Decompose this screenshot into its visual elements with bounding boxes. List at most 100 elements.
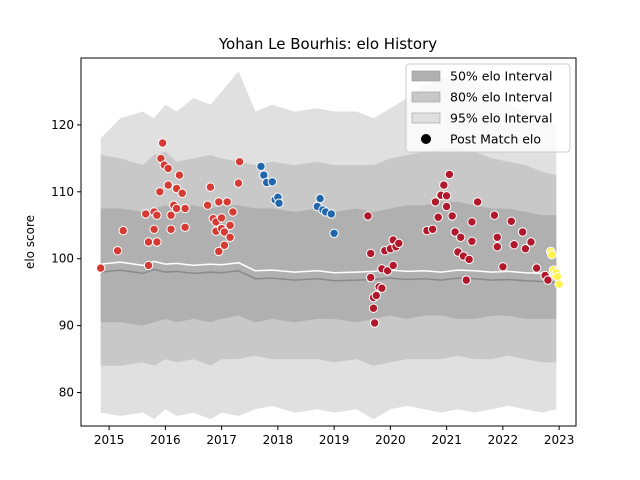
data-point-series0-10 bbox=[155, 187, 165, 197]
data-point-series2-37 bbox=[492, 232, 502, 243]
data-point-series2-44 bbox=[526, 237, 536, 247]
x-tick-label-2016: 2016 bbox=[150, 433, 181, 447]
data-point-series0-14 bbox=[163, 163, 173, 174]
data-point-series0-41 bbox=[234, 157, 245, 167]
legend-label-2: 95% elo Interval bbox=[450, 111, 552, 126]
x-tick-label-2019: 2019 bbox=[319, 433, 350, 447]
data-point-series1-3 bbox=[267, 177, 277, 187]
data-point-series1-6 bbox=[274, 198, 284, 208]
legend-label-0: 50% elo Interval bbox=[450, 69, 552, 84]
y-tick-label-100: 100 bbox=[51, 252, 74, 266]
chart-title: Yohan Le Bourhis: elo History bbox=[218, 35, 437, 53]
legend-label-1: 80% elo Interval bbox=[450, 90, 552, 105]
data-point-series2-36 bbox=[489, 210, 500, 220]
data-point-series0-38 bbox=[225, 232, 235, 243]
data-point-series2-43 bbox=[520, 244, 531, 254]
y-tick-label-80: 80 bbox=[59, 386, 74, 400]
data-point-series0-21 bbox=[174, 170, 185, 180]
data-point-series2-40 bbox=[506, 216, 516, 227]
data-point-series2-2 bbox=[366, 272, 376, 283]
data-point-series2-34 bbox=[467, 217, 477, 227]
y-tick-label-90: 90 bbox=[59, 319, 74, 333]
data-point-series0-0 bbox=[96, 263, 106, 273]
legend-swatch-0 bbox=[411, 70, 441, 82]
data-point-series0-2 bbox=[118, 225, 128, 236]
data-point-series2-22 bbox=[439, 180, 449, 190]
data-point-series0-23 bbox=[180, 203, 190, 214]
data-point-series1-0 bbox=[256, 161, 266, 172]
data-point-series2-42 bbox=[517, 227, 528, 237]
x-tick-label-2017: 2017 bbox=[206, 433, 237, 447]
data-point-series0-31 bbox=[214, 246, 224, 257]
data-point-series0-24 bbox=[180, 222, 190, 233]
y-tick-label-110: 110 bbox=[51, 185, 74, 199]
data-point-series2-20 bbox=[433, 212, 443, 222]
data-point-series1-8 bbox=[315, 193, 325, 204]
data-point-series2-4 bbox=[368, 303, 379, 313]
y-axis-label: elo score bbox=[23, 215, 37, 269]
data-point-series0-30 bbox=[214, 197, 224, 207]
data-point-series2-8 bbox=[377, 283, 387, 293]
data-point-series0-15 bbox=[163, 180, 173, 190]
median-line-lower bbox=[100, 268, 557, 284]
data-point-series0-25 bbox=[202, 200, 213, 210]
data-point-series0-9 bbox=[152, 210, 162, 220]
data-point-series2-33 bbox=[467, 236, 477, 247]
data-point-series2-35 bbox=[472, 197, 483, 207]
data-point-series2-31 bbox=[461, 275, 471, 285]
x-tick-label-2020: 2020 bbox=[375, 433, 406, 447]
x-tick-label-2021: 2021 bbox=[431, 433, 462, 447]
data-point-series2-0 bbox=[363, 211, 373, 221]
data-point-series0-3 bbox=[141, 209, 151, 219]
data-point-series0-35 bbox=[219, 227, 230, 237]
data-point-series2-13 bbox=[388, 260, 398, 271]
data-point-series2-18 bbox=[427, 224, 438, 235]
data-point-series2-5 bbox=[369, 318, 380, 328]
data-point-series0-6 bbox=[149, 224, 159, 235]
legend-swatch-2 bbox=[411, 112, 441, 124]
data-point-series0-5 bbox=[143, 260, 154, 271]
data-point-series3-1 bbox=[547, 250, 557, 260]
x-tick-label-2023: 2023 bbox=[544, 433, 575, 447]
data-point-series1-12 bbox=[329, 228, 339, 239]
data-point-series0-39 bbox=[228, 207, 238, 217]
data-point-series2-45 bbox=[531, 263, 542, 273]
x-tick-label-2018: 2018 bbox=[263, 433, 294, 447]
data-point-series0-12 bbox=[157, 138, 168, 148]
data-point-series2-23 bbox=[441, 201, 452, 212]
data-point-series2-16 bbox=[394, 238, 404, 249]
legend-marker-3 bbox=[421, 134, 431, 144]
data-point-series3-6 bbox=[554, 279, 564, 289]
legend-box bbox=[405, 63, 571, 153]
x-tick-label-2015: 2015 bbox=[94, 433, 125, 447]
data-point-series0-1 bbox=[112, 246, 123, 256]
data-point-series2-29 bbox=[456, 232, 466, 243]
data-point-series2-38 bbox=[492, 242, 502, 252]
data-point-series0-37 bbox=[225, 220, 235, 231]
data-point-series2-27 bbox=[450, 227, 460, 237]
plot-content bbox=[96, 71, 564, 420]
data-point-series2-26 bbox=[447, 211, 457, 221]
data-point-series0-36 bbox=[222, 197, 232, 207]
data-point-series2-1 bbox=[366, 248, 376, 259]
axes: 2015 2016 2017 2018 2019 2020 2021 2022 2023 80 90… bbox=[51, 57, 577, 447]
data-point-series0-22 bbox=[177, 188, 187, 198]
data-point-series2-19 bbox=[430, 197, 441, 207]
x-tick-label-2022: 2022 bbox=[488, 433, 519, 447]
legend-swatch-1 bbox=[411, 91, 441, 103]
plot-frame bbox=[80, 57, 577, 427]
legend: 50% elo Interval 80% elo Interval 95% elo … bbox=[405, 63, 571, 153]
data-point-series2-11 bbox=[382, 266, 393, 276]
y-tick-label-120: 120 bbox=[51, 118, 74, 132]
data-point-series0-34 bbox=[219, 240, 230, 251]
legend-label-3: Post Match elo bbox=[450, 132, 541, 147]
data-point-series0-40 bbox=[233, 178, 244, 188]
data-point-series0-19 bbox=[171, 203, 182, 214]
data-point-series0-16 bbox=[166, 210, 176, 220]
data-point-series2-24 bbox=[441, 191, 452, 201]
data-point-series0-8 bbox=[152, 237, 162, 247]
data-point-series2-47 bbox=[543, 275, 553, 285]
data-point-series2-32 bbox=[464, 254, 474, 265]
data-point-series1-11 bbox=[326, 209, 336, 219]
